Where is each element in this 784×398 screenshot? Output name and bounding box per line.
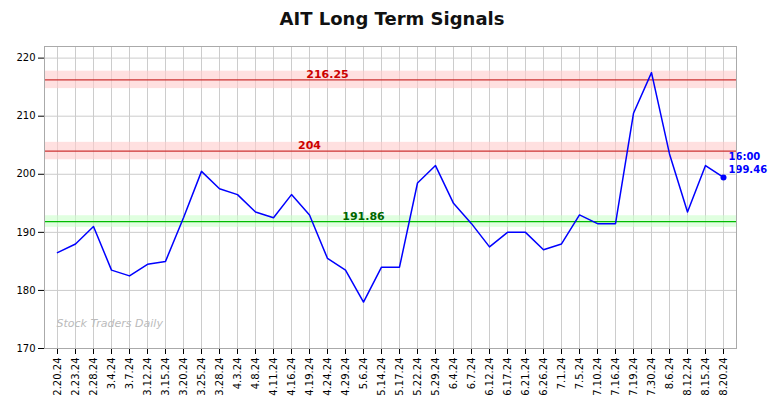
- svg-text:6.21.24: 6.21.24: [520, 358, 531, 396]
- svg-text:180: 180: [16, 285, 35, 296]
- svg-text:4.3.24: 4.3.24: [232, 358, 243, 390]
- svg-text:5.17.24: 5.17.24: [394, 358, 405, 396]
- svg-text:8.15.24: 8.15.24: [700, 358, 711, 396]
- svg-text:4.8.24: 4.8.24: [250, 358, 261, 390]
- svg-text:6.4.24: 6.4.24: [448, 358, 459, 390]
- svg-text:3.12.24: 3.12.24: [142, 358, 153, 396]
- svg-text:2.20.24: 2.20.24: [52, 358, 63, 396]
- svg-text:4.19.24: 4.19.24: [304, 358, 315, 396]
- svg-text:3.25.24: 3.25.24: [196, 358, 207, 396]
- svg-text:6.12.24: 6.12.24: [484, 358, 495, 396]
- svg-text:4.11.24: 4.11.24: [268, 358, 279, 396]
- svg-text:204: 204: [298, 139, 321, 152]
- svg-text:2.23.24: 2.23.24: [70, 358, 81, 396]
- svg-text:4.24.24: 4.24.24: [322, 358, 333, 396]
- svg-text:3.20.24: 3.20.24: [178, 358, 189, 396]
- svg-text:5.6.24: 5.6.24: [358, 358, 369, 390]
- svg-text:5.22.24: 5.22.24: [412, 358, 423, 396]
- svg-text:4.16.24: 4.16.24: [286, 358, 297, 396]
- svg-text:7.10.24: 7.10.24: [592, 358, 603, 396]
- svg-text:7.16.24: 7.16.24: [610, 358, 621, 396]
- svg-text:170: 170: [16, 343, 35, 354]
- svg-text:Stock Traders Daily: Stock Traders Daily: [57, 317, 164, 330]
- svg-text:200: 200: [16, 168, 35, 179]
- svg-text:8.6.24: 8.6.24: [664, 358, 675, 390]
- svg-text:16:00: 16:00: [729, 151, 761, 162]
- svg-text:210: 210: [16, 110, 35, 121]
- svg-text:3.15.24: 3.15.24: [160, 358, 171, 396]
- svg-text:2.28.24: 2.28.24: [88, 358, 99, 396]
- svg-text:5.14.24: 5.14.24: [376, 358, 387, 396]
- html-text:AIT Long Term Signals: AIT Long Term Signals: [279, 8, 505, 29]
- svg-text:3.7.24: 3.7.24: [124, 358, 135, 390]
- svg-text:7.5.24: 7.5.24: [574, 358, 585, 390]
- svg-text:7.1.24: 7.1.24: [556, 358, 567, 390]
- svg-text:220: 220: [16, 52, 35, 63]
- svg-text:216.25: 216.25: [306, 68, 348, 81]
- svg-text:7.19.24: 7.19.24: [628, 358, 639, 396]
- svg-text:6.7.24: 6.7.24: [466, 358, 477, 390]
- svg-text:5.29.24: 5.29.24: [430, 358, 441, 396]
- svg-text:4.29.24: 4.29.24: [340, 358, 351, 396]
- svg-text:3.4.24: 3.4.24: [106, 358, 117, 390]
- svg-text:190: 190: [16, 227, 35, 238]
- svg-text:3.28.24: 3.28.24: [214, 358, 225, 396]
- svg-text:191.86: 191.86: [342, 210, 385, 223]
- svg-text:199.46: 199.46: [729, 164, 768, 175]
- svg-text:8.20.24: 8.20.24: [718, 358, 729, 396]
- svg-text:7.30.24: 7.30.24: [646, 358, 657, 396]
- svg-text:8.12.24: 8.12.24: [682, 358, 693, 396]
- svg-text:6.17.24: 6.17.24: [502, 358, 513, 396]
- svg-text:6.26.24: 6.26.24: [538, 358, 549, 396]
